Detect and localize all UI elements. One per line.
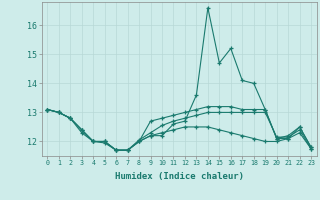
X-axis label: Humidex (Indice chaleur): Humidex (Indice chaleur) [115, 172, 244, 181]
